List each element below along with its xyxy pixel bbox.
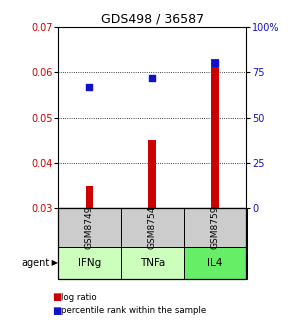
Text: ■: ■	[52, 306, 61, 316]
Text: ■: ■	[52, 292, 61, 302]
Text: ▶: ▶	[49, 258, 58, 267]
Text: GSM8759: GSM8759	[211, 206, 220, 249]
Text: TNFa: TNFa	[139, 258, 165, 268]
Point	[87, 84, 92, 89]
Point	[213, 60, 218, 66]
Text: GSM8749: GSM8749	[85, 206, 94, 249]
Text: IL4: IL4	[207, 258, 223, 268]
Text: log ratio: log ratio	[61, 293, 97, 302]
Bar	[148, 140, 156, 208]
Bar	[86, 185, 93, 208]
Text: IFNg: IFNg	[78, 258, 101, 268]
Text: percentile rank within the sample: percentile rank within the sample	[61, 306, 206, 315]
Bar	[211, 59, 219, 208]
Title: GDS498 / 36587: GDS498 / 36587	[101, 13, 204, 26]
Text: GSM8754: GSM8754	[148, 206, 157, 249]
Text: agent: agent	[21, 258, 49, 268]
Point	[150, 75, 155, 80]
